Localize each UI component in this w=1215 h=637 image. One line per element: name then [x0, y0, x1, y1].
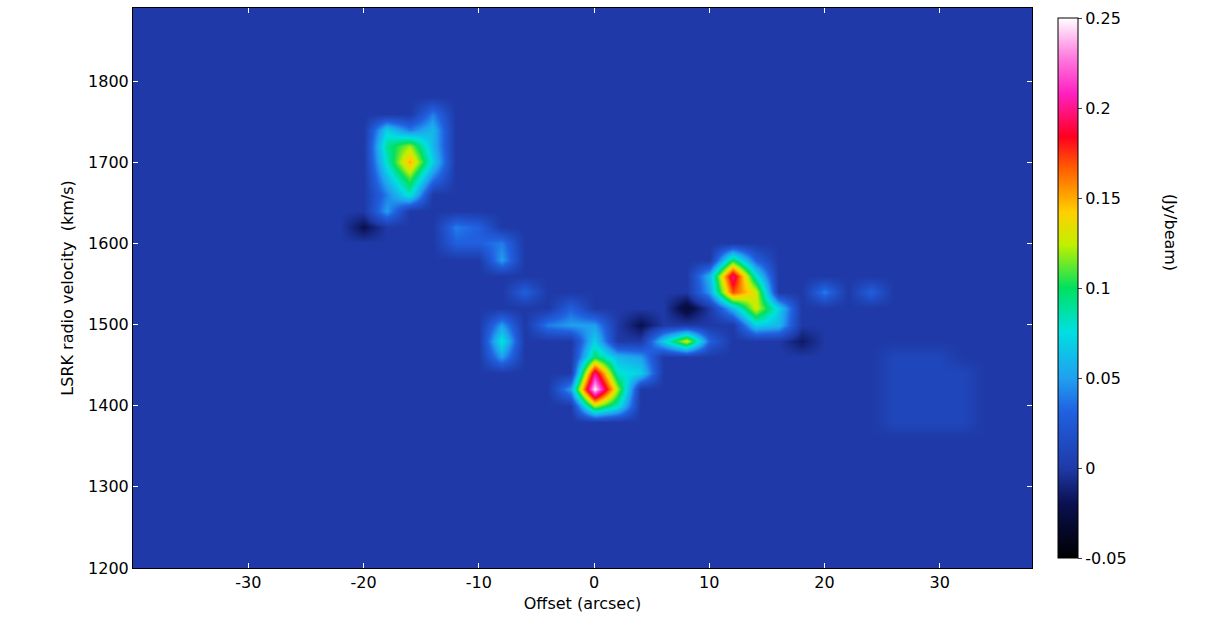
svg-text:1500: 1500: [88, 315, 129, 334]
svg-text:1400: 1400: [88, 396, 129, 415]
svg-text:1300: 1300: [88, 477, 129, 496]
svg-text:-20: -20: [350, 573, 376, 592]
svg-text:0: 0: [1085, 459, 1095, 478]
svg-text:0.1: 0.1: [1085, 279, 1110, 298]
svg-text:0.2: 0.2: [1085, 99, 1110, 118]
svg-text:(Jy/beam): (Jy/beam): [1161, 194, 1180, 271]
svg-text:1700: 1700: [88, 153, 129, 172]
svg-text:0.15: 0.15: [1085, 189, 1121, 208]
svg-text:0.05: 0.05: [1085, 369, 1121, 388]
svg-text:1600: 1600: [88, 234, 129, 253]
svg-text:30: 30: [930, 573, 950, 592]
svg-text:1800: 1800: [88, 72, 129, 91]
svg-text:20: 20: [814, 573, 834, 592]
svg-text:0.25: 0.25: [1085, 9, 1121, 28]
svg-text:1200: 1200: [88, 559, 129, 578]
svg-text:Offset (arcsec): Offset (arcsec): [524, 594, 641, 613]
svg-text:0: 0: [589, 573, 599, 592]
svg-text:10: 10: [699, 573, 719, 592]
svg-text:LSRK radio velocity (km/s): LSRK radio velocity (km/s): [58, 180, 77, 395]
svg-text:-0.05: -0.05: [1085, 549, 1126, 568]
svg-text:-10: -10: [466, 573, 492, 592]
svg-text:-30: -30: [235, 573, 261, 592]
